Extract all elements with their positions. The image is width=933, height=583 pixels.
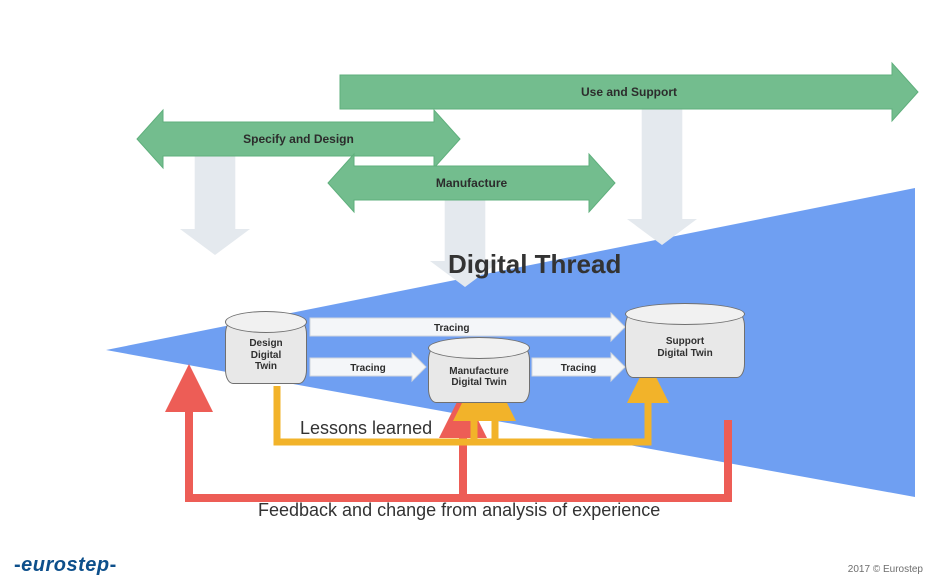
cylinder-design: Design Digital Twin bbox=[225, 320, 305, 382]
feedback-label: Feedback and change from analysis of exp… bbox=[258, 500, 660, 521]
brand-logo: -eurostep- bbox=[14, 554, 117, 577]
copyright-text: 2017 © Eurostep bbox=[848, 564, 923, 575]
cylinder-label-manufacture: Manufacture Digital Twin bbox=[429, 365, 529, 388]
digital-thread-title: Digital Thread bbox=[448, 249, 621, 280]
cylinder-label-design: Design Digital Twin bbox=[226, 338, 306, 373]
cylinder-support: Support Digital Twin bbox=[625, 312, 743, 376]
cylinder-manufacture: Manufacture Digital Twin bbox=[428, 346, 528, 401]
cylinder-label-support: Support Digital Twin bbox=[626, 336, 744, 359]
lessons-learned-label: Lessons learned bbox=[300, 418, 432, 439]
brand-text: eurostep bbox=[21, 554, 109, 576]
